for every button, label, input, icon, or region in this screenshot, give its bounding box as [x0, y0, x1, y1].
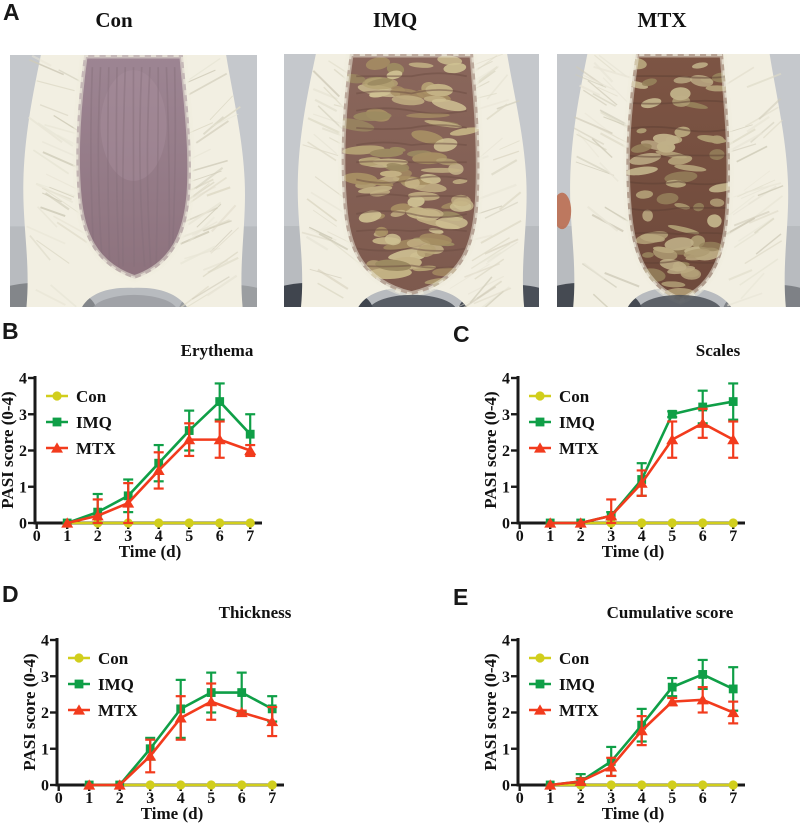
svg-text:MTX: MTX	[559, 701, 599, 720]
photo-title-mtx: MTX	[637, 8, 687, 32]
svg-text:Erythema: Erythema	[181, 341, 254, 360]
svg-text:Time (d): Time (d)	[119, 542, 182, 561]
svg-text:0: 0	[41, 778, 49, 795]
svg-text:0: 0	[55, 790, 63, 807]
svg-text:0: 0	[33, 528, 41, 545]
svg-text:PASI score (0-4): PASI score (0-4)	[22, 653, 39, 770]
svg-text:1: 1	[546, 790, 554, 807]
chart-thickness: Thickness 0 1 2 3 4 0 1 2 3 4 5 6 7 Time (d) PASI score…	[22, 600, 342, 834]
svg-text:Thickness: Thickness	[219, 603, 292, 622]
svg-text:6: 6	[238, 790, 246, 807]
svg-text:Time (d): Time (d)	[141, 804, 204, 823]
panel-label-a: A	[3, 0, 20, 25]
svg-text:6: 6	[699, 528, 707, 545]
chart-svg-cumulative-score: Cumulative score 0 1 2 3 4 0 1 2 3 4 5 6 7 Time (d) PAS…	[483, 603, 745, 823]
photo-title-imq: IMQ	[372, 8, 418, 32]
chart-erythema: Erythema 0 1 2 3 4 0 1 2 3 4 5 6 7 Time (d) PASI score …	[0, 338, 320, 573]
svg-text:7: 7	[268, 790, 276, 807]
svg-text:IMQ: IMQ	[98, 675, 134, 694]
chart-svg-erythema: Erythema 0 1 2 3 4 0 1 2 3 4 5 6 7 Time (d) PASI score …	[0, 341, 262, 561]
svg-text:7: 7	[246, 528, 254, 545]
panel-label-d: D	[2, 581, 19, 607]
svg-text:4: 4	[177, 790, 185, 807]
svg-text:1: 1	[546, 528, 554, 545]
chart-scales: Scales 0 1 2 3 4 0 1 2 3 4 5 6 7 Time (d) PASI score (0…	[483, 338, 803, 573]
svg-text:4: 4	[502, 633, 510, 650]
svg-text:1: 1	[41, 741, 49, 758]
svg-text:6: 6	[699, 790, 707, 807]
svg-text:2: 2	[94, 528, 102, 545]
mouse-back-illustration-con	[10, 55, 257, 307]
svg-text:6: 6	[216, 528, 224, 545]
photo-panel-mtx	[557, 54, 800, 307]
svg-text:Con: Con	[559, 649, 590, 668]
svg-text:5: 5	[185, 528, 193, 545]
svg-text:Cumulative score: Cumulative score	[607, 603, 734, 622]
svg-text:1: 1	[19, 479, 27, 496]
svg-text:Scales: Scales	[696, 341, 741, 360]
svg-text:2: 2	[19, 443, 27, 460]
svg-text:1: 1	[502, 479, 510, 496]
svg-text:2: 2	[577, 528, 585, 545]
svg-text:4: 4	[19, 371, 27, 388]
svg-text:4: 4	[638, 528, 646, 545]
svg-text:Time (d): Time (d)	[602, 542, 665, 561]
svg-text:1: 1	[502, 741, 510, 758]
panel-label-e: E	[453, 584, 469, 610]
svg-text:IMQ: IMQ	[76, 413, 112, 432]
svg-text:5: 5	[207, 790, 215, 807]
svg-text:MTX: MTX	[76, 439, 116, 458]
svg-text:IMQ: IMQ	[559, 675, 595, 694]
photo-title-con: Con	[95, 8, 133, 32]
photo-panel-con	[10, 55, 257, 307]
svg-text:3: 3	[146, 790, 154, 807]
svg-text:3: 3	[502, 407, 510, 424]
svg-text:3: 3	[607, 528, 615, 545]
svg-text:1: 1	[63, 528, 71, 545]
svg-text:MTX: MTX	[98, 701, 138, 720]
svg-text:4: 4	[502, 371, 510, 388]
svg-text:1: 1	[85, 790, 93, 807]
svg-text:Con: Con	[559, 387, 590, 406]
chart-svg-thickness: Thickness 0 1 2 3 4 0 1 2 3 4 5 6 7 Time (d) PASI score…	[22, 603, 292, 823]
svg-text:7: 7	[729, 790, 737, 807]
svg-text:7: 7	[729, 528, 737, 545]
panel-label-c: C	[453, 321, 470, 347]
svg-text:2: 2	[502, 443, 510, 460]
svg-text:4: 4	[155, 528, 163, 545]
svg-text:PASI score (0-4): PASI score (0-4)	[0, 391, 17, 508]
chart-svg-scales: Scales 0 1 2 3 4 0 1 2 3 4 5 6 7 Time (d) PASI score (0…	[483, 341, 745, 561]
svg-text:4: 4	[638, 790, 646, 807]
svg-text:5: 5	[668, 528, 676, 545]
svg-text:0: 0	[516, 528, 524, 545]
svg-text:3: 3	[607, 790, 615, 807]
svg-text:2: 2	[502, 705, 510, 722]
svg-text:2: 2	[41, 705, 49, 722]
svg-text:3: 3	[124, 528, 132, 545]
svg-text:IMQ: IMQ	[559, 413, 595, 432]
svg-text:2: 2	[116, 790, 124, 807]
svg-text:5: 5	[668, 790, 676, 807]
svg-text:PASI score (0-4): PASI score (0-4)	[483, 653, 500, 770]
mouse-back-illustration-imq	[284, 54, 539, 307]
mouse-back-illustration-mtx	[557, 54, 800, 307]
svg-text:Time (d): Time (d)	[602, 804, 665, 823]
chart-cumulative-score: Cumulative score 0 1 2 3 4 0 1 2 3 4 5 6 7 Time (d) PAS…	[483, 600, 803, 834]
svg-text:4: 4	[41, 633, 49, 650]
svg-text:0: 0	[502, 516, 510, 533]
svg-text:Con: Con	[98, 649, 129, 668]
svg-text:PASI score (0-4): PASI score (0-4)	[483, 391, 500, 508]
photo-panel-imq	[284, 54, 539, 307]
svg-text:3: 3	[502, 669, 510, 686]
svg-text:3: 3	[19, 407, 27, 424]
svg-text:MTX: MTX	[559, 439, 599, 458]
svg-text:0: 0	[516, 790, 524, 807]
panel-label-b: B	[2, 318, 19, 344]
svg-text:0: 0	[19, 516, 27, 533]
svg-text:3: 3	[41, 669, 49, 686]
svg-text:Con: Con	[76, 387, 107, 406]
svg-text:2: 2	[577, 790, 585, 807]
svg-text:0: 0	[502, 778, 510, 795]
